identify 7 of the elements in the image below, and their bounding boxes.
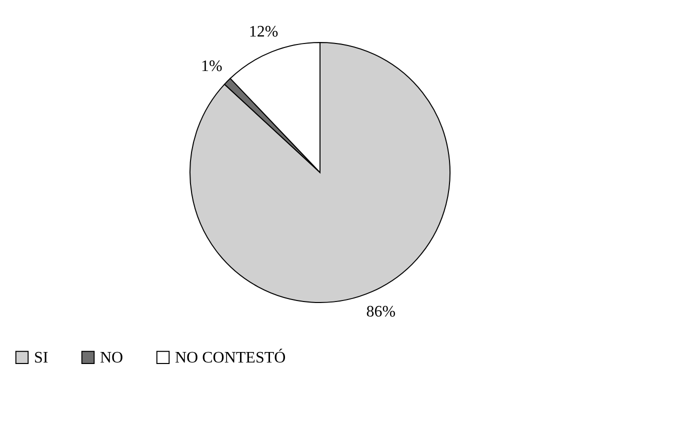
data-label: 86%	[366, 304, 396, 321]
legend-label: SI	[34, 349, 48, 366]
legend-label: NO	[100, 349, 124, 366]
pie-slice	[190, 42, 450, 303]
legend-label: NO CONTESTÓ	[175, 348, 286, 366]
data-label: 12%	[248, 23, 278, 40]
data-label: 1%	[201, 58, 222, 75]
